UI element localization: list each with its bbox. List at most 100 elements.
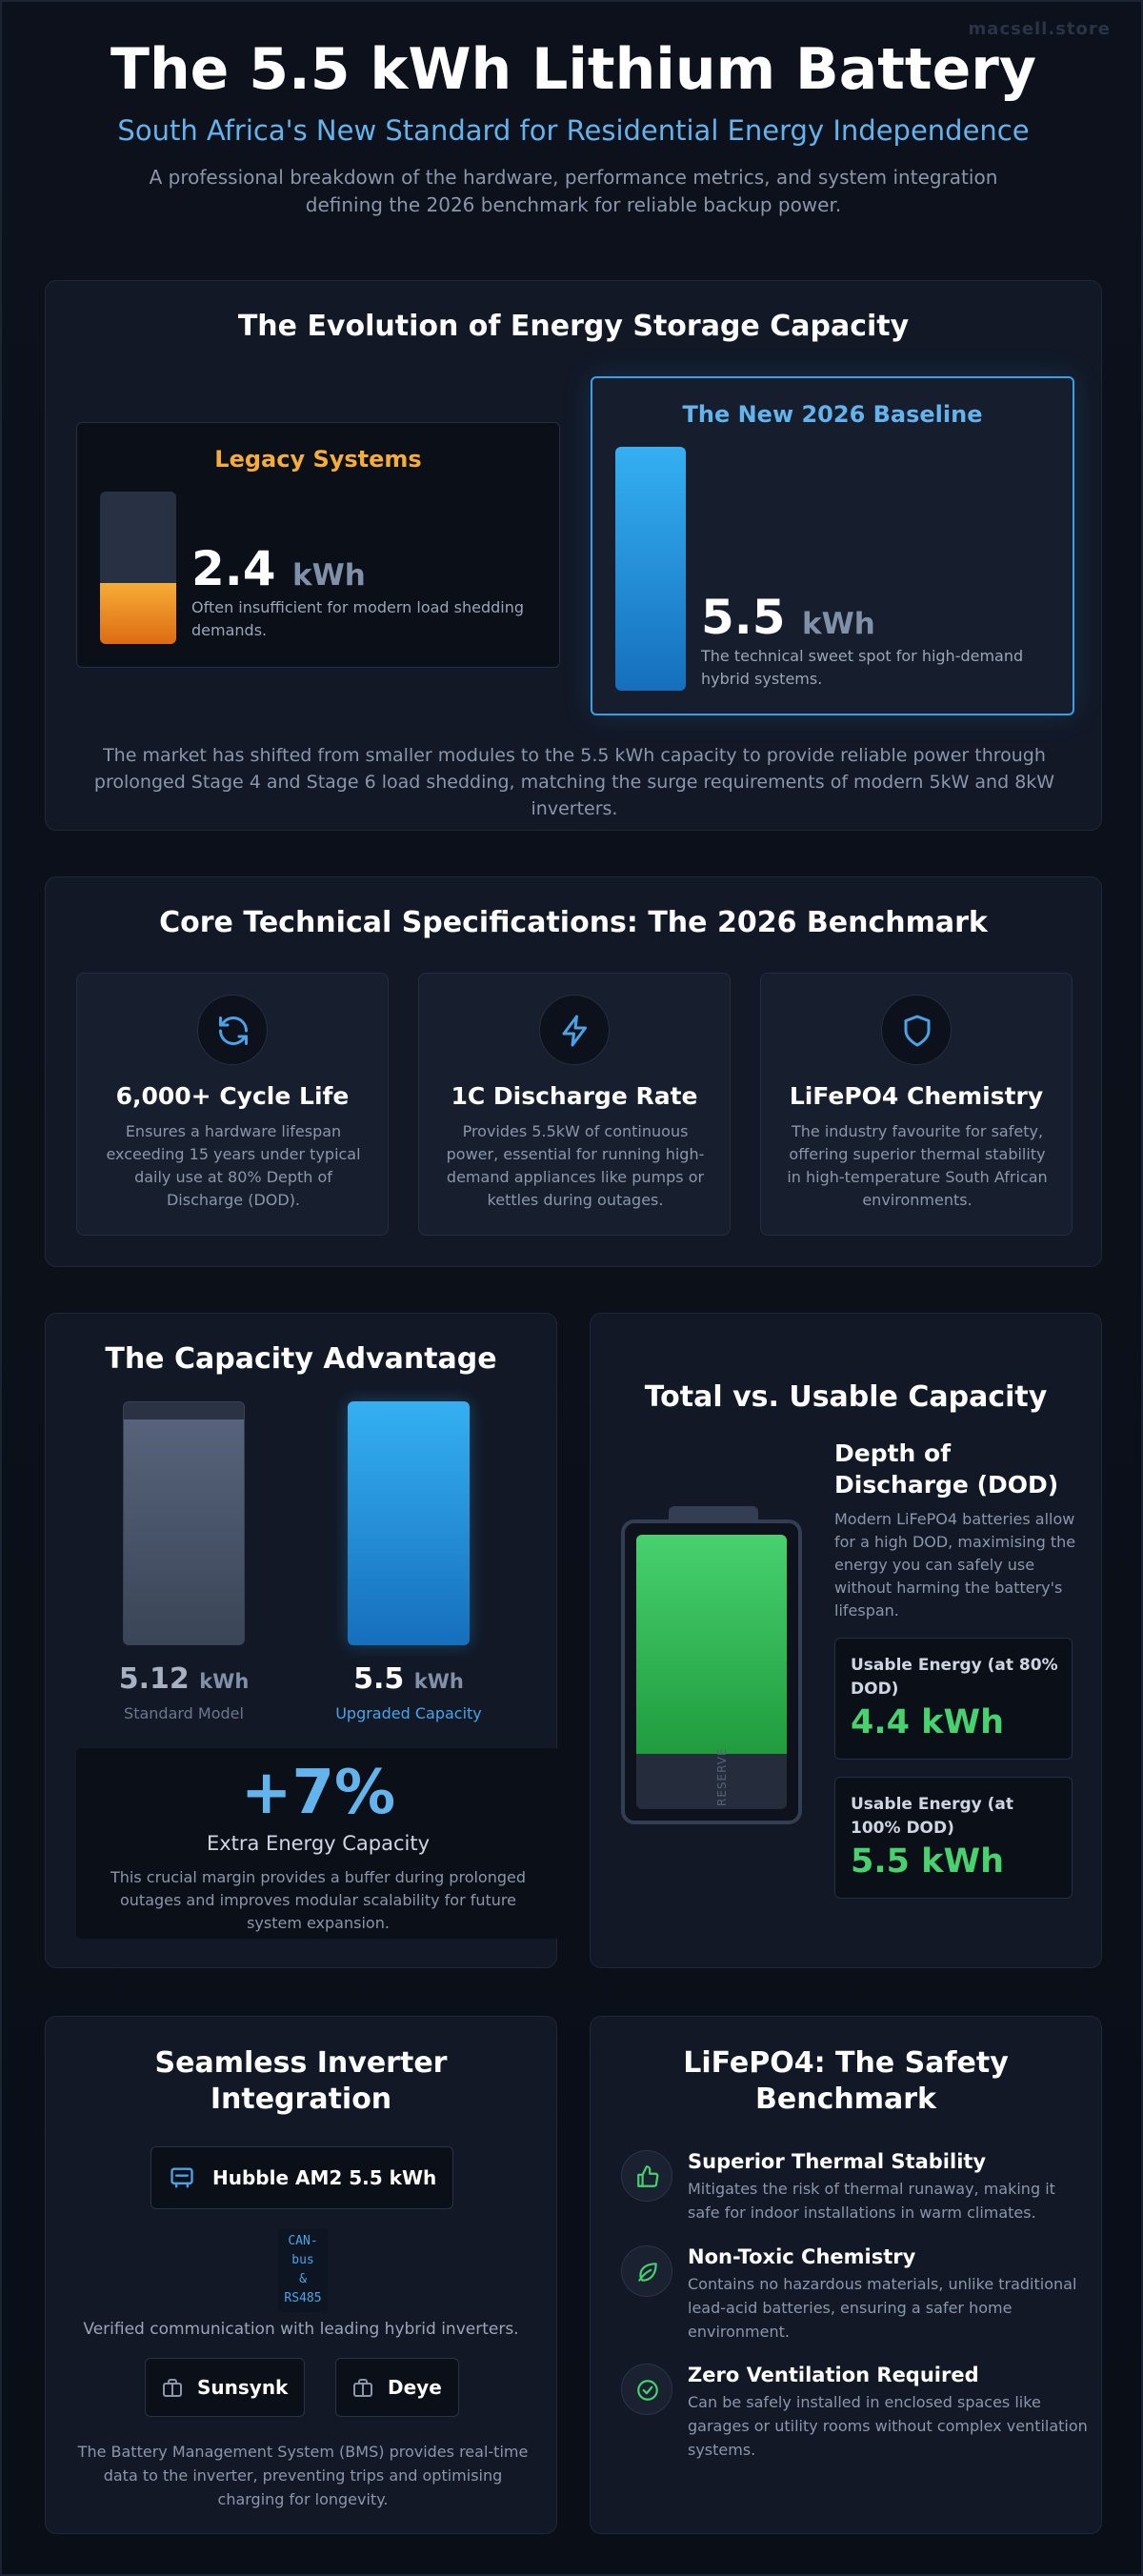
reserve-segment: RESERVE: [636, 1747, 787, 1809]
protocol-line: RS485: [284, 2291, 322, 2305]
specs-title: Core Technical Specifications: The 2026 …: [159, 906, 988, 939]
standard-model-value: 5.12 kWh: [89, 1662, 279, 1696]
baseline-description: The technical sweet spot for high-demand…: [701, 647, 1024, 688]
extra-capacity-description: This crucial margin provides a buffer du…: [110, 1868, 527, 1932]
safety-title-line2: Benchmark: [755, 2083, 936, 2116]
upgraded-capacity-value: 5.5 kWh: [313, 1662, 504, 1696]
reserve-label: RESERVE: [715, 1747, 729, 1806]
safety-item-description: Mitigates the risk of thermal runaway, m…: [688, 2180, 1055, 2222]
baseline-label: The New 2026 Baseline: [682, 401, 983, 428]
leaf-icon: [621, 2245, 672, 2297]
safety-title: LiFePO4: The Safety Benchmark: [591, 2045, 1101, 2118]
extra-capacity-panel: +7% Extra Energy Capacity This crucial m…: [76, 1748, 560, 1939]
evolution-footer: The market has shifted from smaller modu…: [93, 745, 1055, 819]
product-name: Hubble AM2 5.5 kWh: [212, 2166, 437, 2189]
baseline-value: 5.5 kWh: [701, 590, 875, 645]
baseline-2026-card: The New 2026 Baseline 5.5 kWh The techni…: [591, 376, 1074, 715]
evolution-title: The Evolution of Energy Storage Capacity: [237, 310, 910, 343]
product-chip: Hubble AM2 5.5 kWh: [150, 2146, 453, 2209]
brand-name: Deye: [388, 2376, 442, 2399]
spec-title: 1C Discharge Rate: [451, 1082, 698, 1110]
battery-graphic: RESERVE: [621, 1519, 802, 1824]
usable-title: Total vs. Usable Capacity: [644, 1380, 1048, 1414]
usable-energy-label: Usable Energy (at 80% DOD): [851, 1656, 1058, 1699]
protocol-line: bus: [291, 2253, 314, 2267]
upgraded-value-unit: kWh: [413, 1670, 464, 1693]
spec-title: 6,000+ Cycle Life: [115, 1082, 350, 1110]
safety-item-title: Zero Ventilation Required: [688, 2364, 979, 2386]
standard-value-number: 5.12: [118, 1662, 190, 1696]
shield-icon: [881, 995, 952, 1065]
upgraded-capacity-bar: [348, 1401, 470, 1645]
watermark: macsell.store: [968, 19, 1111, 39]
usable-energy-value: 4.4 kWh: [851, 1703, 1004, 1741]
legacy-systems-card: Legacy Systems 2.4 kWh Often insufficien…: [76, 422, 560, 668]
briefcase-icon: [353, 2379, 372, 2397]
page-description: A professional breakdown of the hardware…: [149, 166, 998, 216]
inverter-title-line2: Integration: [210, 2083, 392, 2116]
spec-description: Provides 5.5kW of continuous power, esse…: [446, 1122, 705, 1209]
inverter-title: Seamless Inverter Integration: [46, 2045, 556, 2118]
upgraded-value-number: 5.5: [353, 1662, 405, 1696]
baseline-capacity-fill: [615, 447, 686, 691]
dod-title: Depth of Discharge (DOD): [834, 1439, 1059, 1499]
legacy-value-number: 2.4: [191, 541, 276, 596]
legacy-capacity-bar: [100, 492, 176, 644]
spec-description: Ensures a hardware lifespan exceeding 15…: [106, 1122, 361, 1209]
safety-item-title: Non-Toxic Chemistry: [688, 2245, 916, 2268]
baseline-capacity-bar: [615, 447, 686, 691]
protocol-badge: CAN- bus & RS485: [278, 2228, 328, 2312]
lightning-icon: [539, 995, 610, 1065]
battery-module-icon: [170, 2167, 193, 2188]
thumbs-up-icon: [621, 2150, 672, 2202]
evolution-section: The Evolution of Energy Storage Capacity…: [45, 280, 1102, 831]
spec-description: The industry favourite for safety, offer…: [787, 1122, 1048, 1209]
standard-value-unit: kWh: [199, 1670, 250, 1693]
brand-chip-deye: Deye: [335, 2358, 459, 2417]
spec-card-discharge-rate: 1C Discharge Rate Provides 5.5kW of cont…: [418, 973, 731, 1236]
extra-capacity-label: Extra Energy Capacity: [206, 1832, 431, 1855]
standard-model-label: Standard Model: [124, 1704, 244, 1722]
protocol-line: CAN-: [288, 2234, 318, 2248]
safety-section: LiFePO4: The Safety Benchmark Superior T…: [590, 2016, 1102, 2534]
legacy-capacity-fill: [100, 583, 176, 644]
safety-item-description: Can be safely installed in enclosed spac…: [688, 2393, 1088, 2459]
usable-capacity-section: Total vs. Usable Capacity RESERVE Depth …: [590, 1313, 1102, 1968]
safety-item-description: Contains no hazardous materials, unlike …: [688, 2275, 1077, 2341]
protocol-line: &: [299, 2272, 307, 2286]
usable-energy-label: Usable Energy (at 100% DOD): [851, 1795, 1014, 1838]
brand-chip-sunsynk: Sunsynk: [145, 2358, 305, 2417]
usable-energy-100: Usable Energy (at 100% DOD) 5.5 kWh: [834, 1777, 1073, 1899]
legacy-value: 2.4 kWh: [191, 541, 366, 596]
spec-card-cycle-life: 6,000+ Cycle Life Ensures a hardware lif…: [76, 973, 389, 1236]
upgraded-capacity-label: Upgraded Capacity: [335, 1704, 482, 1722]
usable-energy-80: Usable Energy (at 80% DOD) 4.4 kWh: [834, 1638, 1073, 1760]
legacy-value-unit: kWh: [292, 558, 366, 593]
baseline-value-number: 5.5: [701, 590, 786, 645]
spec-card-chemistry: LiFePO4 Chemistry The industry favourite…: [760, 973, 1073, 1236]
usable-energy-value: 5.5 kWh: [851, 1842, 1004, 1881]
inverter-title-line1: Seamless Inverter: [154, 2046, 448, 2080]
safety-title-line1: LiFePO4: The Safety: [683, 2046, 1009, 2080]
battery-terminal: [669, 1506, 758, 1521]
baseline-value-unit: kWh: [802, 607, 875, 641]
brand-name: Sunsynk: [197, 2376, 289, 2399]
spec-title: LiFePO4 Chemistry: [789, 1082, 1044, 1110]
dod-description: Modern LiFePO4 batteries allow for a hig…: [834, 1510, 1076, 1620]
legacy-description: Often insufficient for modern load shedd…: [191, 598, 525, 639]
capacity-advantage-section: The Capacity Advantage 5.12 kWh Standard…: [45, 1313, 560, 1968]
standard-model-fill: [124, 1419, 244, 1644]
verified-text: Verified communication with leading hybr…: [83, 2320, 519, 2339]
page-title: The 5.5 kWh Lithium Battery: [110, 36, 1036, 103]
capacity-title: The Capacity Advantage: [105, 1342, 497, 1376]
briefcase-icon: [163, 2379, 182, 2397]
inverter-integration-section: Seamless Inverter Integration Hubble AM2…: [45, 2016, 557, 2534]
check-circle-icon: [621, 2364, 672, 2415]
page-subtitle: South Africa's New Standard for Resident…: [117, 114, 1030, 147]
specs-section: Core Technical Specifications: The 2026 …: [45, 876, 1102, 1267]
inverter-footer: The Battery Management System (BMS) prov…: [77, 2443, 529, 2508]
usable-energy-fill: [636, 1535, 787, 1754]
safety-item-title: Superior Thermal Stability: [688, 2150, 987, 2173]
standard-model-bar: [123, 1401, 245, 1645]
